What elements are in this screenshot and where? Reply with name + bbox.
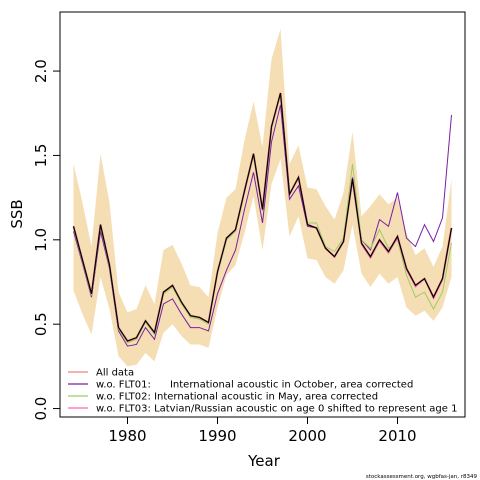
x-tick-label: 2010 [378, 427, 416, 445]
x-tick-label: 2000 [288, 427, 326, 445]
legend-label: w.o. FLT03: Latvian/Russian acoustic on … [96, 404, 457, 415]
y-tick-label: 1.5 [32, 144, 50, 168]
x-axis-title: Year [247, 452, 281, 470]
y-tick-label: 1.0 [32, 228, 50, 252]
confidence-band [73, 28, 452, 367]
plot-frame [59, 11, 466, 418]
legend-label: w.o. FLT01: International acoustic in Oc… [96, 380, 413, 391]
confidence-band-area [73, 28, 452, 367]
series-line-1 [73, 104, 452, 347]
y-tick-label: 2.0 [32, 59, 50, 83]
y-tick-label: 0.5 [32, 312, 50, 336]
legend-label: All data [96, 368, 134, 379]
axes: 1980 1990 2000 2010 0.0 0.5 1.0 1.5 2.0 [32, 59, 417, 445]
x-tick-label: 1990 [198, 427, 236, 445]
series-lines [72, 92, 453, 347]
y-tick-label: 0.0 [32, 397, 50, 421]
y-axis-title: SSB [8, 199, 26, 228]
series-line-2 [73, 94, 452, 344]
x-tick-label: 1980 [108, 427, 146, 445]
legend-label: w.o. FLT02: International acoustic in Ma… [96, 392, 378, 403]
credit-text: stockassessment.org, wgbfas-jan, r8349 [366, 474, 478, 480]
estimate-line [72, 92, 453, 342]
